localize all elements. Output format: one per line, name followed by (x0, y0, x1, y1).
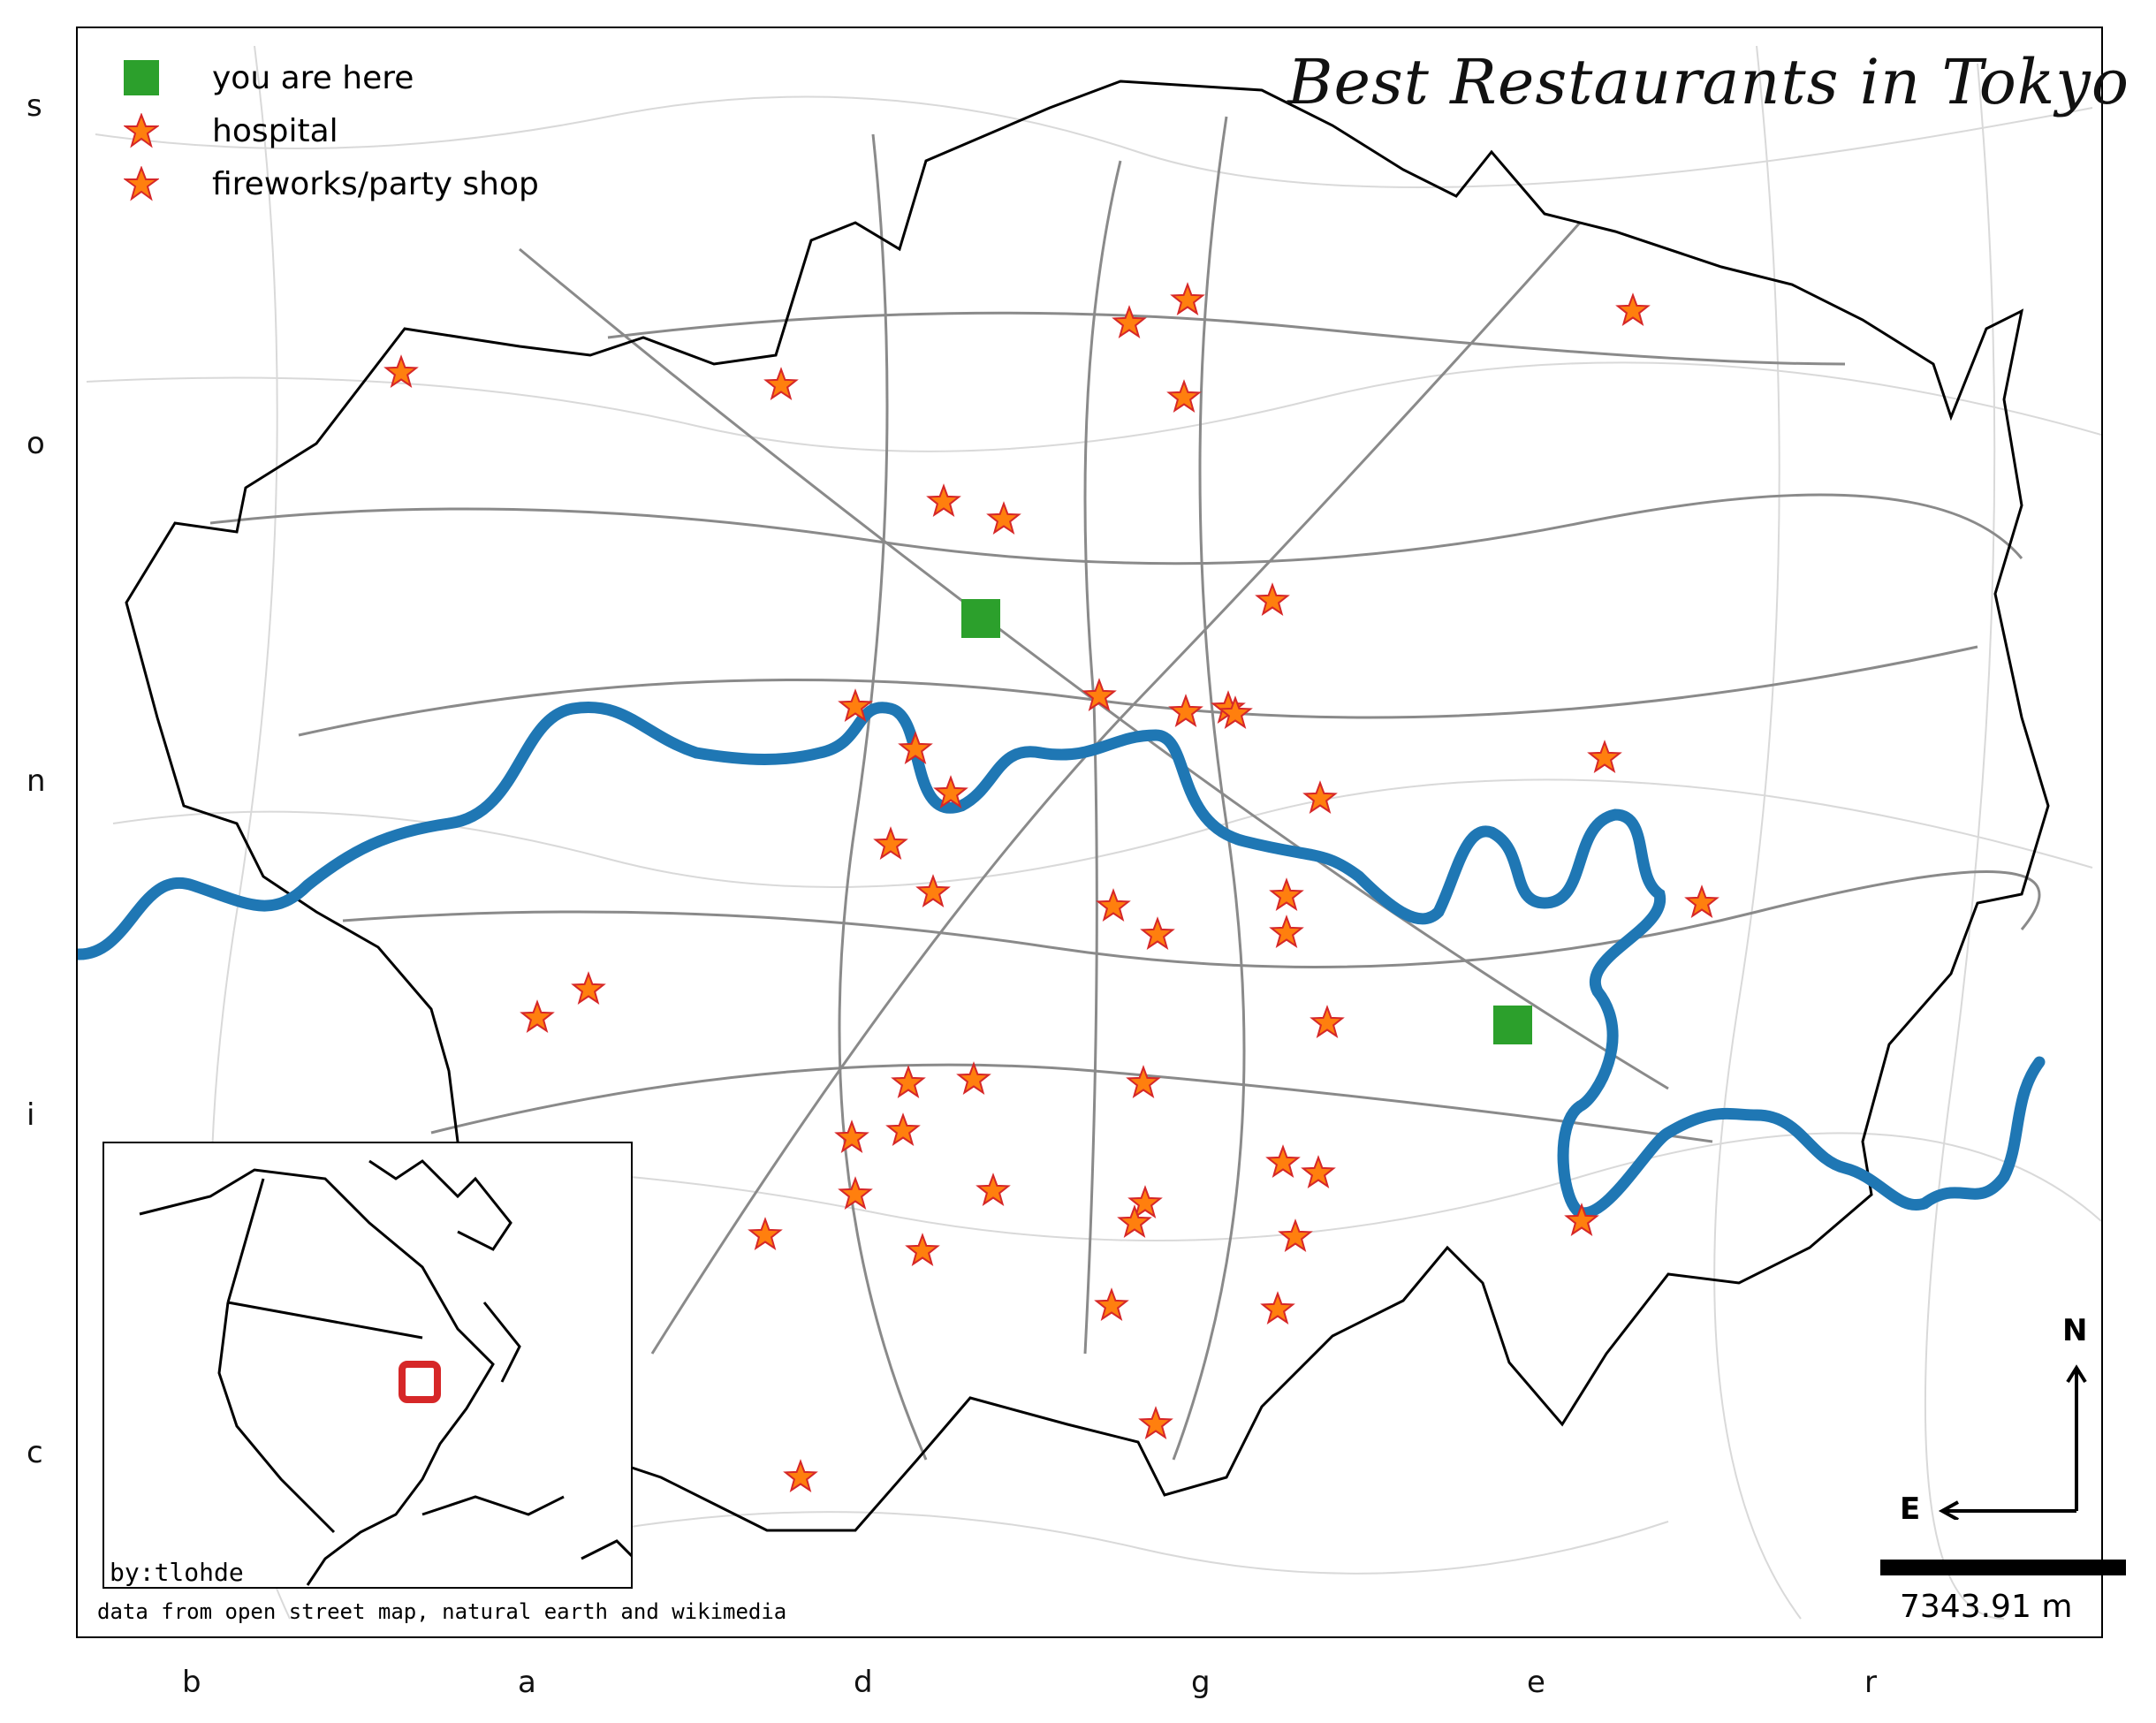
hospital-star-icon[interactable] (885, 1112, 921, 1146)
data-credit: data from open street map, natural earth… (97, 1599, 787, 1624)
hospital-star-icon[interactable] (1302, 780, 1338, 814)
inset-north-america (139, 1159, 631, 1586)
hospital-star-icon[interactable] (1140, 916, 1175, 950)
you-are-here-marker-2[interactable] (1493, 1006, 1532, 1044)
hospital-star-icon[interactable] (1117, 1204, 1152, 1238)
hospital-star-icon[interactable] (1126, 1065, 1161, 1098)
hospital-star-icon[interactable] (926, 483, 961, 517)
hospital-star-icon[interactable] (956, 1061, 991, 1095)
map-title: Best Restaurants in Tokyo (1287, 46, 2129, 118)
major-roads (209, 116, 2041, 1461)
x-tick-r: r (1864, 1665, 1877, 1700)
x-tick-a: a (518, 1665, 536, 1700)
hospital-star-icon[interactable] (1684, 884, 1719, 918)
compass-north-label: N (2062, 1313, 2088, 1348)
hospital-star-icon[interactable] (1127, 1185, 1163, 1218)
hospital-star-icon[interactable] (1615, 292, 1651, 326)
hospital-star-icon[interactable] (986, 501, 1021, 535)
hospital-star-icon[interactable] (976, 1173, 1011, 1206)
you-are-here-marker-1[interactable] (961, 599, 1000, 638)
hospital-star-icon[interactable] (571, 971, 606, 1005)
map-canvas (78, 45, 2101, 1620)
hospital-star-icon[interactable] (1587, 740, 1622, 773)
hospital-star-icon[interactable] (1168, 694, 1203, 727)
scale-bar-label: 7343.91 m (1900, 1589, 2073, 1625)
hospital-star-icon[interactable] (783, 1459, 818, 1492)
y-tick-o: o (27, 426, 45, 461)
inset-location-box (399, 1361, 441, 1403)
x-tick-b: b (182, 1665, 201, 1700)
hospital-star-icon[interactable] (1094, 1287, 1129, 1321)
hospital-star-icon[interactable] (383, 354, 419, 388)
river (78, 702, 2046, 1219)
hospital-star-icon[interactable] (1301, 1155, 1336, 1188)
legend-hospital: hospital (115, 104, 539, 157)
hospital-star-icon[interactable] (1564, 1203, 1599, 1236)
y-tick-i: i (27, 1097, 35, 1133)
hospital-star-icon[interactable] (834, 1120, 869, 1153)
inset-map[interactable]: by:tlohde (102, 1142, 633, 1589)
hospital-star-icon[interactable] (1265, 1144, 1301, 1178)
y-tick-n: n (27, 763, 46, 799)
legend-you-are-here: you are here (115, 51, 539, 104)
hospital-star-icon[interactable] (1166, 379, 1202, 413)
hospital-star-icon[interactable] (1260, 1291, 1295, 1325)
scale-bar (1880, 1560, 2126, 1575)
hospital-star-icon[interactable] (1255, 582, 1290, 616)
hospital-star-icon[interactable] (1269, 877, 1304, 911)
compass-east-label: E (1900, 1491, 1921, 1527)
y-tick-s: s (27, 88, 42, 124)
hospital-star-icon (124, 113, 159, 148)
y-tick-c: c (27, 1435, 43, 1470)
hospital-star-icon[interactable] (838, 688, 873, 722)
hospital-star-icon[interactable] (1112, 305, 1147, 338)
hospital-star-icon[interactable] (1269, 915, 1304, 948)
minor-roads (86, 45, 2101, 1620)
hospital-star-icon[interactable] (905, 1233, 940, 1266)
hospital-star-icon[interactable] (1278, 1218, 1313, 1252)
city-boundary (125, 80, 2050, 1532)
hospital-star-icon[interactable] (891, 1065, 926, 1098)
hospital-star-icon[interactable] (748, 1217, 783, 1250)
hospital-star-icon[interactable] (1096, 888, 1131, 922)
hospital-star-icon[interactable] (933, 775, 968, 808)
east-arrow-icon (1938, 1500, 1959, 1520)
x-tick-g: g (1191, 1665, 1211, 1700)
hospital-star-icon[interactable] (1082, 678, 1117, 711)
byline: by:tlohde (110, 1558, 244, 1587)
hospital-star-icon[interactable] (1138, 1406, 1173, 1439)
hospital-star-icon[interactable] (873, 826, 908, 860)
legend-fireworks: fireworks/party shop (115, 157, 539, 210)
hospital-star-icon[interactable] (763, 367, 799, 400)
hospital-star-icon[interactable] (915, 874, 951, 907)
fireworks-star-icon (124, 166, 159, 201)
hospital-star-icon[interactable] (1310, 1005, 1345, 1038)
north-arrow-icon (2066, 1364, 2087, 1384)
hospital-markers (383, 282, 1719, 1492)
legend-label-you-are-here: you are here (212, 59, 414, 96)
x-tick-d: d (854, 1665, 873, 1700)
legend-label-hospital: hospital (212, 112, 338, 149)
legend: you are here hospital fireworks/party sh… (115, 51, 539, 210)
hospital-star-icon[interactable] (1170, 282, 1205, 315)
hospital-star-icon[interactable] (898, 731, 933, 764)
hospital-star-icon[interactable] (1218, 695, 1253, 729)
legend-label-fireworks: fireworks/party shop (212, 165, 539, 202)
hospital-star-icon[interactable] (838, 1176, 873, 1210)
hospital-star-icon[interactable] (520, 999, 555, 1033)
you-are-here-icon (124, 60, 159, 95)
compass (1938, 1364, 2087, 1520)
x-tick-e: e (1527, 1665, 1545, 1700)
